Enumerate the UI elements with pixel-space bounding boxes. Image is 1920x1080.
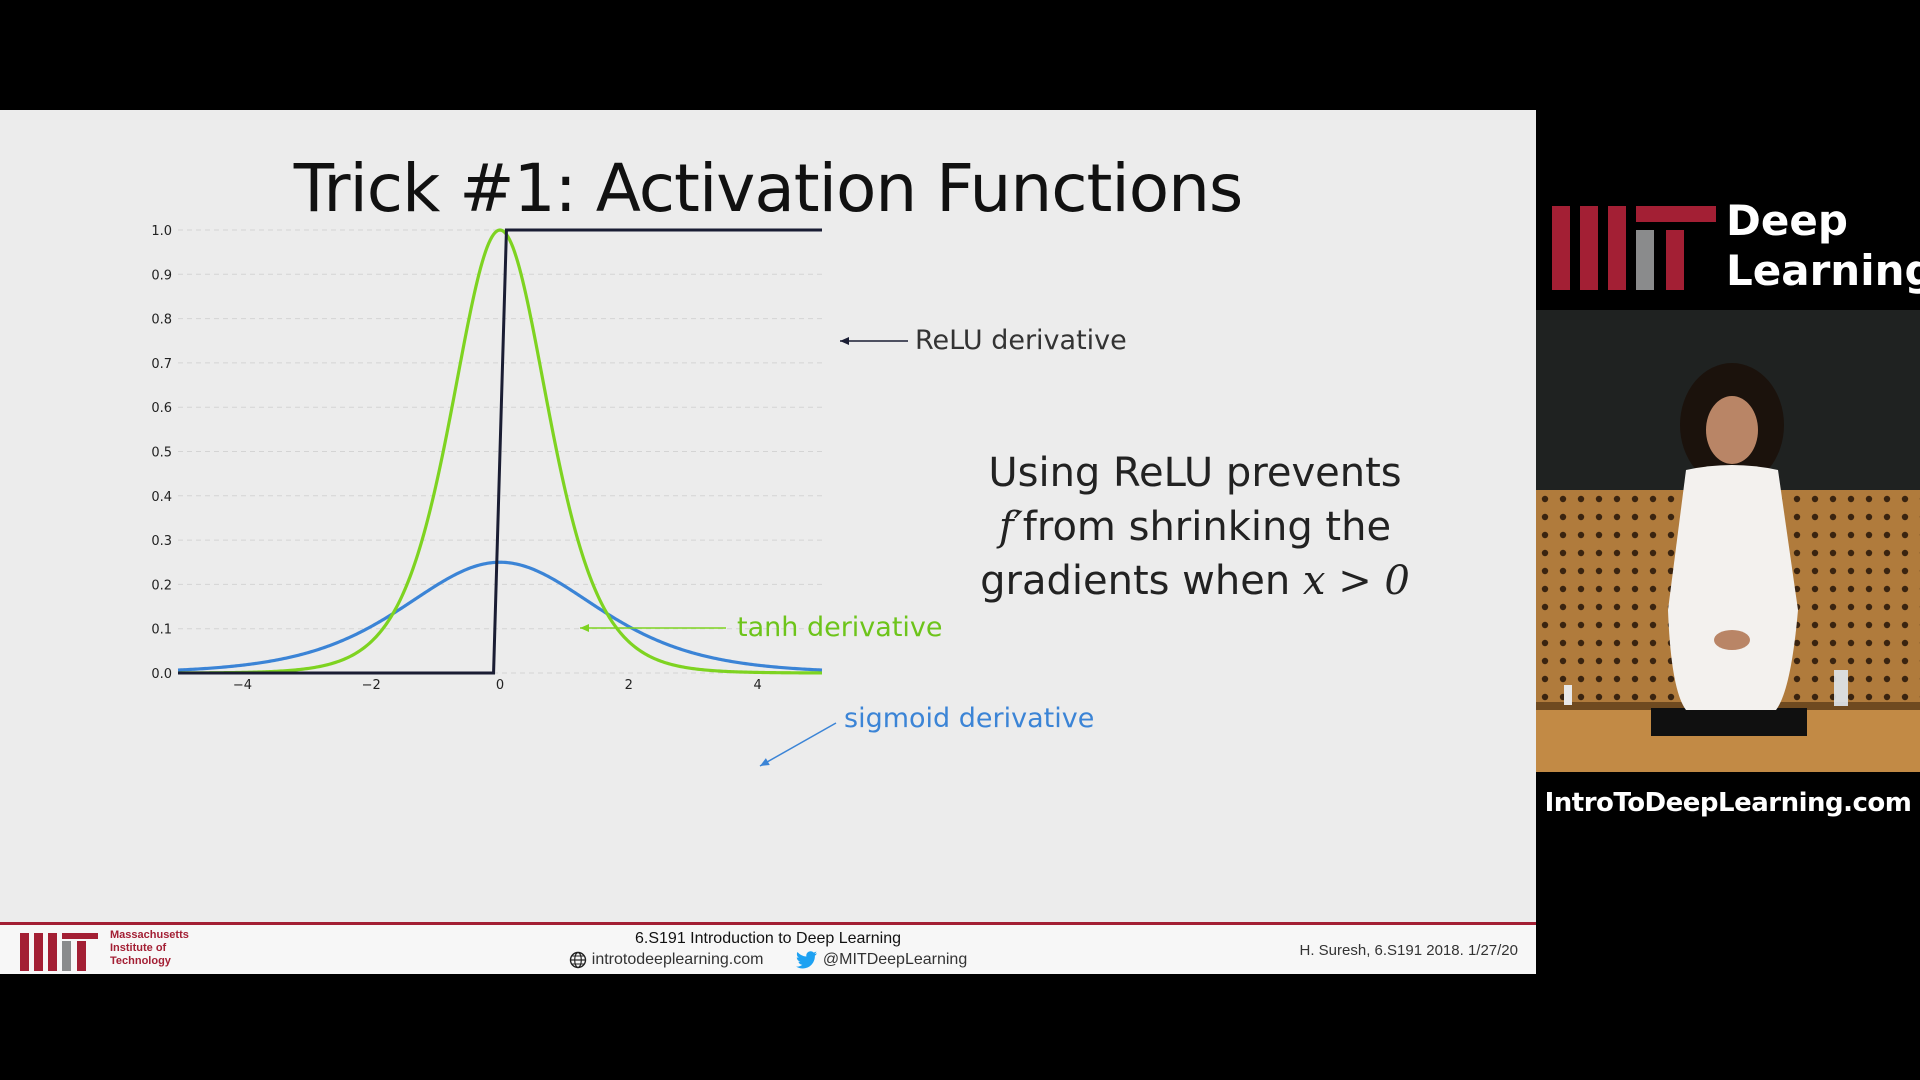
x-tick-label: 2 xyxy=(625,678,633,693)
note-line-3-text: gradients when xyxy=(980,558,1303,604)
brand-title: Deep Learning xyxy=(1726,196,1920,296)
note-math-condition: x > 0 xyxy=(1302,558,1410,604)
annotation-arrowhead xyxy=(840,337,849,345)
speaker-video xyxy=(1536,310,1920,772)
mit-logo-icon xyxy=(1552,206,1716,290)
twitter-bird-icon xyxy=(796,951,817,969)
series-label: ReLU derivative xyxy=(915,325,1127,356)
tanh-derivative-line xyxy=(178,228,822,675)
side-panel: Deep Learning IntroToDeepLearning.com xyxy=(1536,0,1920,1080)
slide-footer: Massachusetts Institute of Technology 6.… xyxy=(0,922,1536,974)
slide: Trick #1: Activation Functions 0.0 0.1 0.2… xyxy=(0,110,1536,974)
brand-line-2: Learning xyxy=(1726,246,1920,295)
series-label: tanh derivative xyxy=(737,612,943,643)
x-tick-label: −2 xyxy=(362,678,381,693)
brand-line-1: Deep xyxy=(1726,196,1848,245)
y-tick-label: 1.0 xyxy=(151,224,172,239)
mit-logo-icon xyxy=(20,933,98,971)
institution-line-3: Technology xyxy=(110,955,171,967)
y-tick-label: 0.0 xyxy=(151,667,172,682)
annotation-arrow xyxy=(759,722,837,767)
annotation-arrowhead xyxy=(580,624,589,632)
slide-title: Trick #1: Activation Functions xyxy=(293,150,1244,227)
y-axis-ticks: 0.0 0.1 0.2 0.3 0.4 0.5 0.6 0.7 0.8 0.9 1.0 xyxy=(151,224,172,682)
chart-annotations: ReLU derivative tanh derivative sigmoid de… xyxy=(580,325,1127,767)
institution-name: Massachusetts Institute of Technology xyxy=(110,929,189,968)
website-text: introtodeeplearning.com xyxy=(591,951,764,968)
relu-explanation: Using ReLU prevents f′from shrinking the… xyxy=(960,446,1430,608)
annotation-arrowhead xyxy=(760,758,770,766)
website-link[interactable]: introtodeeplearning.com xyxy=(569,951,764,969)
series-label: sigmoid derivative xyxy=(844,703,1094,734)
chart-series xyxy=(177,228,823,675)
y-tick-label: 0.1 xyxy=(151,623,172,638)
sigmoid-derivative-line xyxy=(177,560,823,672)
derivative-chart: 0.0 0.1 0.2 0.3 0.4 0.5 0.6 0.7 0.8 0.9 1.0 −4 −2 0 2… xyxy=(151,224,1127,767)
x-tick-label: −4 xyxy=(233,678,252,693)
globe-icon xyxy=(569,951,586,969)
y-tick-label: 0.8 xyxy=(151,313,172,328)
y-tick-label: 0.4 xyxy=(151,490,172,505)
institution-line-2: Institute of xyxy=(110,942,167,954)
y-tick-label: 0.5 xyxy=(151,446,172,461)
note-math-f-prime: f′ xyxy=(998,504,1023,550)
y-tick-label: 0.2 xyxy=(151,578,172,593)
relu-derivative-line xyxy=(178,228,822,675)
y-tick-label: 0.9 xyxy=(151,268,172,283)
x-tick-label: 0 xyxy=(496,678,504,693)
note-line-2: f′from shrinking the xyxy=(960,500,1430,554)
site-url[interactable]: IntroToDeepLearning.com xyxy=(1544,788,1912,818)
twitter-link[interactable]: @MITDeepLearning xyxy=(796,951,967,969)
x-tick-label: 4 xyxy=(753,678,761,693)
y-tick-label: 0.3 xyxy=(151,534,172,549)
note-line-3: gradients when x > 0 xyxy=(960,554,1430,608)
y-tick-label: 0.6 xyxy=(151,401,172,416)
note-line-1: Using ReLU prevents xyxy=(988,450,1402,496)
x-axis-ticks: −4 −2 0 2 4 xyxy=(233,678,762,693)
course-title: 6.S191 Introduction to Deep Learning xyxy=(635,930,901,947)
note-line-2-text: from shrinking the xyxy=(1022,504,1392,550)
footer-links: introtodeeplearning.com @MITDeepLearning xyxy=(0,951,1536,974)
institution-line-1: Massachusetts xyxy=(110,929,189,941)
y-tick-label: 0.7 xyxy=(151,357,172,372)
lecture-hall-scene xyxy=(1536,310,1920,772)
slide-credit: H. Suresh, 6.S191 2018. 1/27/20 xyxy=(1299,942,1519,959)
twitter-handle: @MITDeepLearning xyxy=(822,951,968,968)
